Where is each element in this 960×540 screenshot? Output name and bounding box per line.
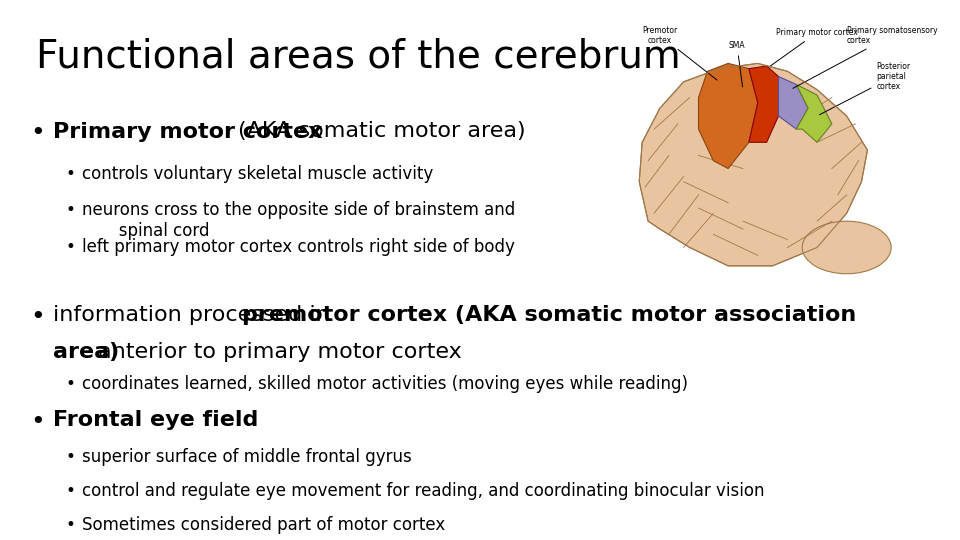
Text: information processed in: information processed in <box>53 305 337 325</box>
Text: •: • <box>65 238 75 256</box>
Text: •: • <box>65 375 75 393</box>
Polygon shape <box>749 66 779 142</box>
Text: control and regulate eye movement for reading, and coordinating binocular vision: control and regulate eye movement for re… <box>82 482 764 500</box>
Text: superior surface of middle frontal gyrus: superior surface of middle frontal gyrus <box>82 448 411 466</box>
Text: SMA: SMA <box>729 41 745 87</box>
Text: Sometimes considered part of motor cortex: Sometimes considered part of motor corte… <box>82 516 444 534</box>
Text: Posterior
parietal
cortex: Posterior parietal cortex <box>820 62 910 114</box>
Text: neurons cross to the opposite side of brainstem and
       spinal cord: neurons cross to the opposite side of br… <box>82 201 515 240</box>
Ellipse shape <box>803 221 891 274</box>
Text: controls voluntary skeletal muscle activity: controls voluntary skeletal muscle activ… <box>82 165 433 183</box>
Text: Primary somatosensory
cortex: Primary somatosensory cortex <box>793 25 937 89</box>
Text: Premotor
cortex: Premotor cortex <box>642 25 717 80</box>
Text: left primary motor cortex controls right side of body: left primary motor cortex controls right… <box>82 238 515 256</box>
Text: (AKA somatic motor area): (AKA somatic motor area) <box>238 122 526 141</box>
Text: anterior to primary motor cortex: anterior to primary motor cortex <box>98 342 462 362</box>
Polygon shape <box>796 84 832 142</box>
Text: Primary motor cortex: Primary motor cortex <box>769 28 858 67</box>
Polygon shape <box>779 77 808 129</box>
Text: •: • <box>65 448 75 466</box>
Text: Primary motor cortex: Primary motor cortex <box>53 122 330 141</box>
Polygon shape <box>699 63 757 168</box>
Text: premotor cortex (AKA somatic motor association: premotor cortex (AKA somatic motor assoc… <box>242 305 856 325</box>
Text: •: • <box>65 201 75 219</box>
Text: •: • <box>31 305 45 329</box>
Text: coordinates learned, skilled motor activities (moving eyes while reading): coordinates learned, skilled motor activ… <box>82 375 687 393</box>
Text: •: • <box>65 165 75 183</box>
Polygon shape <box>639 63 868 266</box>
Text: Frontal eye field: Frontal eye field <box>53 410 258 430</box>
Text: Functional areas of the cerebrum: Functional areas of the cerebrum <box>36 38 681 76</box>
Text: •: • <box>65 516 75 534</box>
Text: area): area) <box>53 342 127 362</box>
Text: •: • <box>65 482 75 500</box>
Text: •: • <box>31 410 45 434</box>
Text: •: • <box>31 122 45 145</box>
